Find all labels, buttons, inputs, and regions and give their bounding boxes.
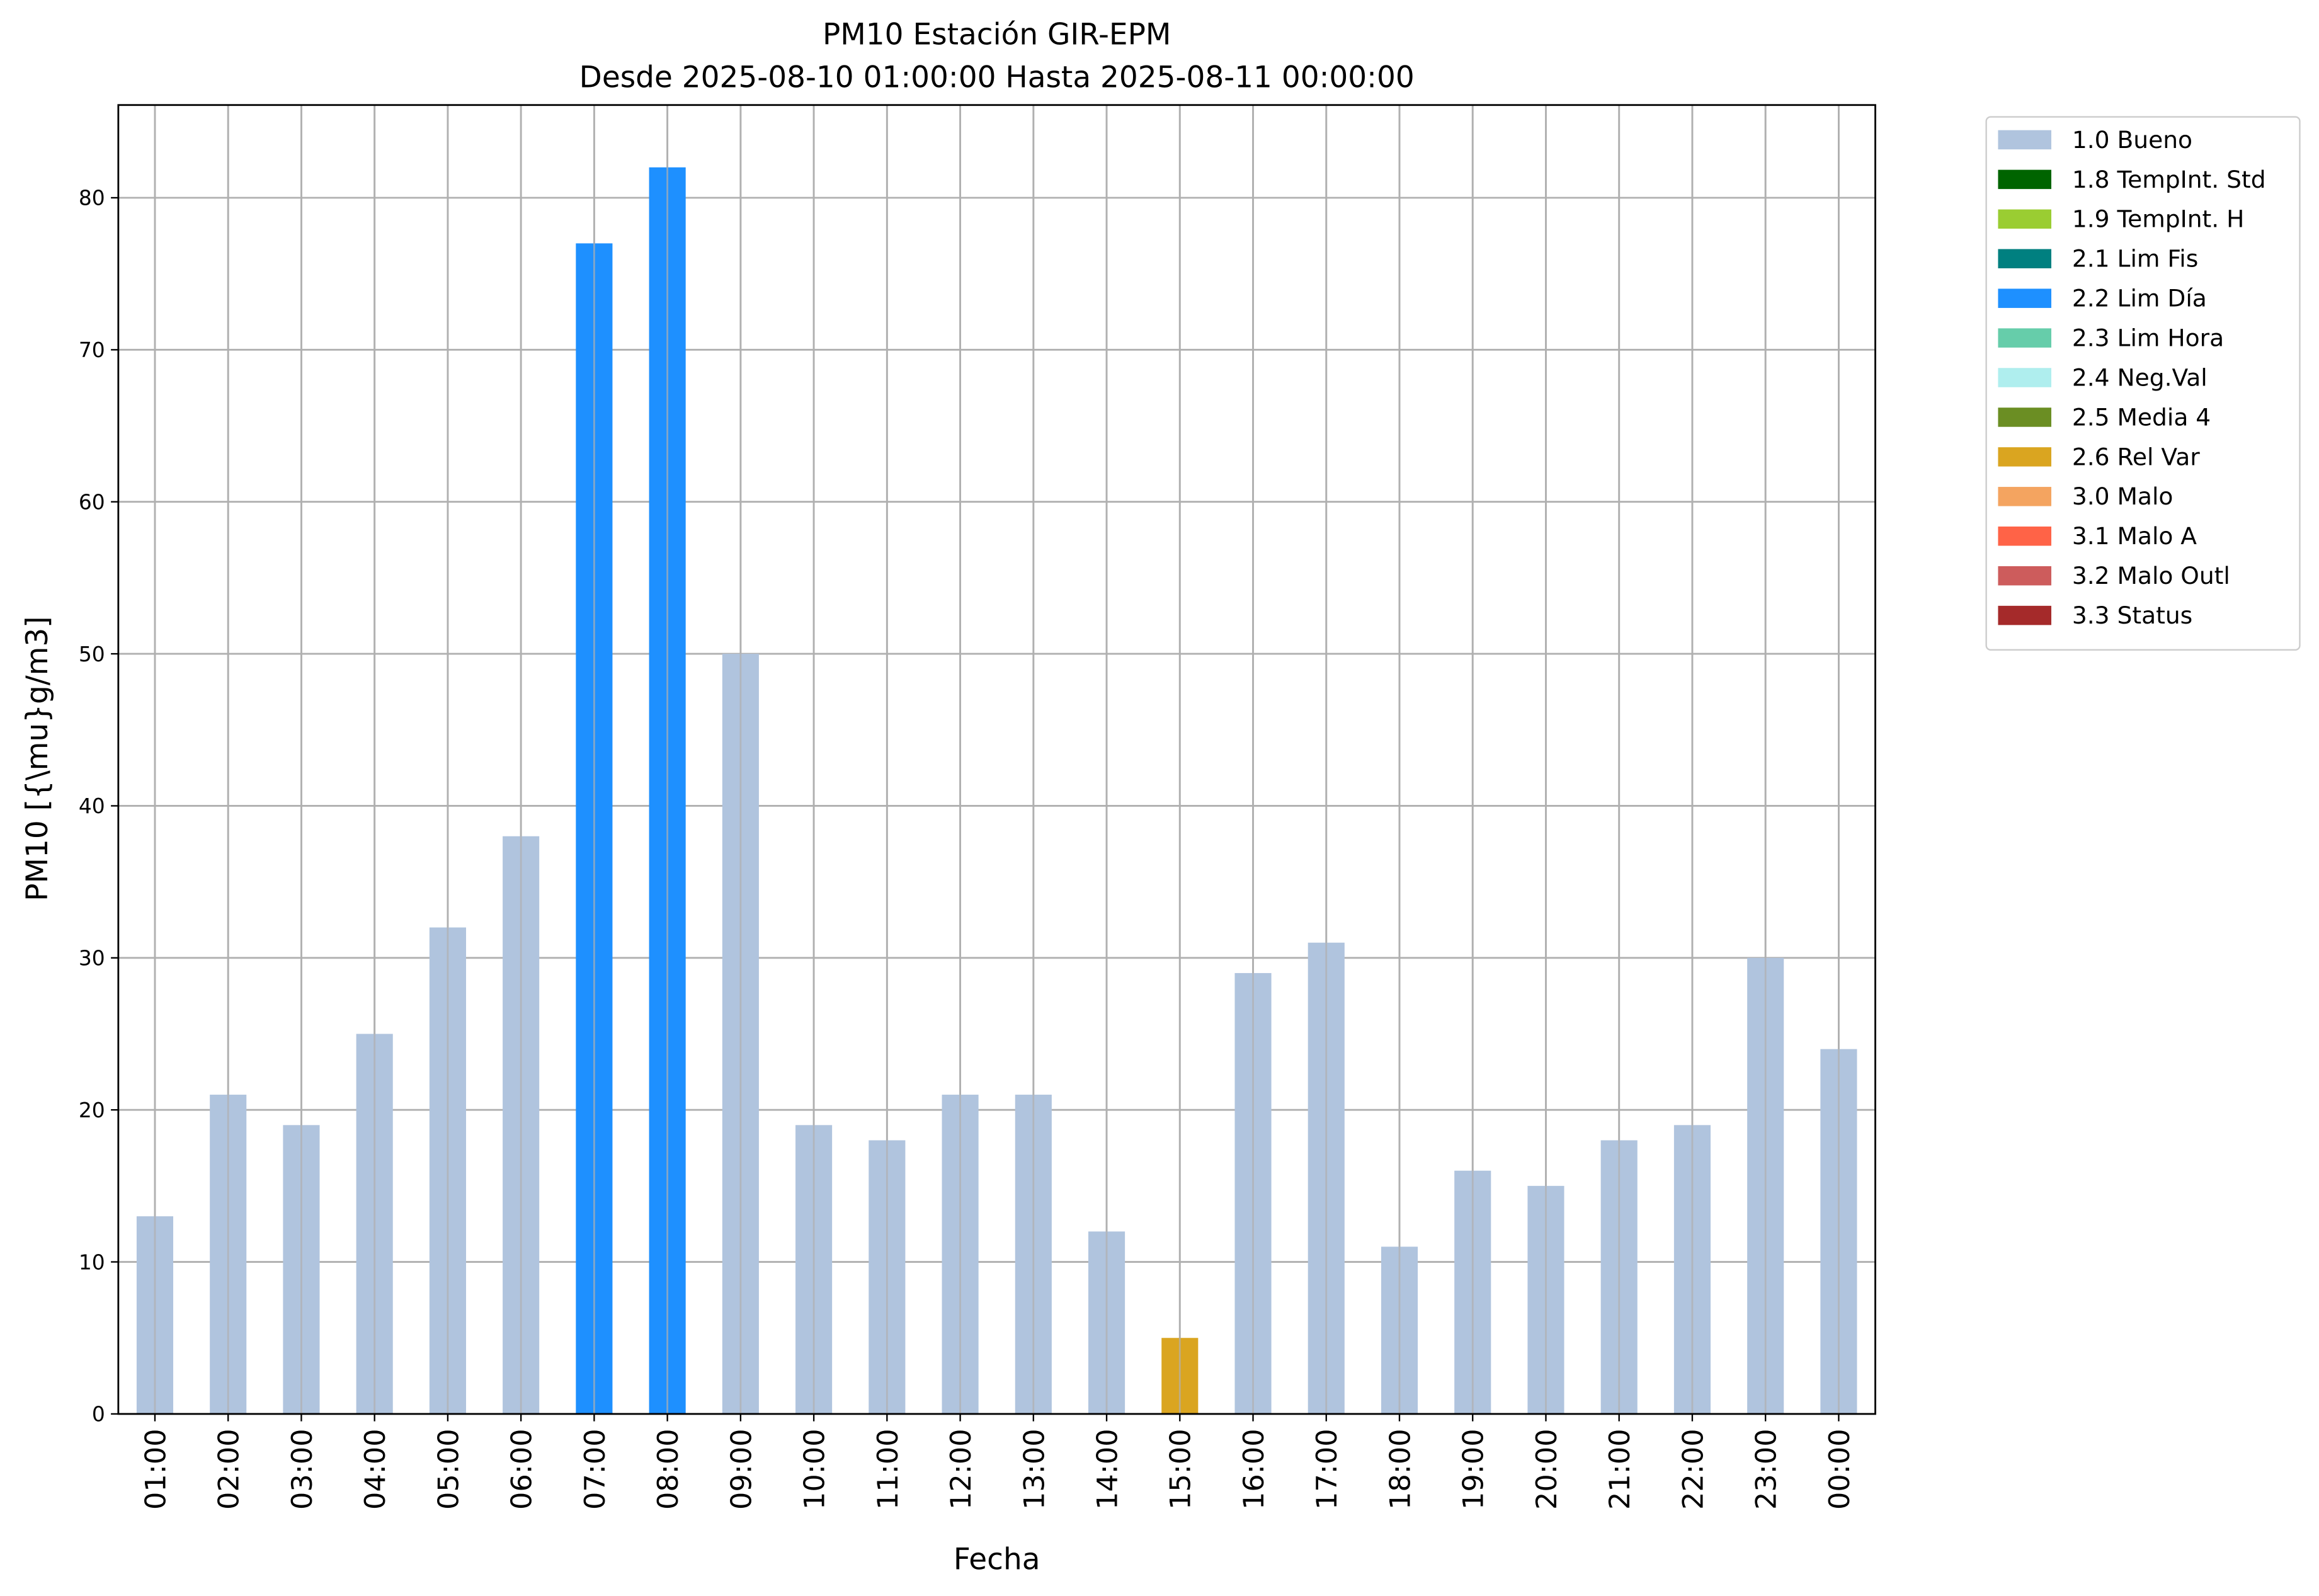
legend-label: 2.5 Media 4	[2072, 403, 2211, 431]
x-tick-label: 07:00	[579, 1428, 612, 1510]
x-tick-label: 23:00	[1750, 1428, 1783, 1510]
legend-label: 1.9 TempInt. H	[2072, 205, 2245, 233]
x-tick-label: 09:00	[725, 1428, 758, 1510]
x-tick-label: 06:00	[506, 1428, 538, 1510]
x-tick-label: 12:00	[945, 1428, 977, 1510]
legend-label: 1.0 Bueno	[2072, 126, 2192, 154]
legend-swatch	[1998, 526, 2051, 546]
x-tick-label: 18:00	[1384, 1428, 1416, 1510]
x-tick-label: 05:00	[432, 1428, 465, 1510]
y-tick-label: 60	[79, 489, 105, 514]
x-tick-label: 15:00	[1165, 1428, 1197, 1510]
x-tick-label: 08:00	[652, 1428, 685, 1510]
legend-swatch	[1998, 209, 2051, 229]
y-tick-label: 10	[79, 1250, 105, 1274]
legend-label: 3.1 Malo A	[2072, 522, 2197, 550]
legend-label: 3.2 Malo Outl	[2072, 562, 2230, 590]
legend-label: 2.1 Lim Fis	[2072, 245, 2198, 273]
legend-swatch	[1998, 447, 2051, 467]
legend-swatch	[1998, 408, 2051, 427]
legend-label: 2.3 Lim Hora	[2072, 324, 2224, 352]
legend-label: 1.8 TempInt. Std	[2072, 166, 2266, 193]
x-tick-label: 10:00	[799, 1428, 831, 1510]
x-tick-label: 19:00	[1457, 1428, 1490, 1510]
legend-swatch	[1998, 328, 2051, 348]
x-tick-label: 20:00	[1530, 1428, 1563, 1510]
chart-title: PM10 Estación GIR-EPM	[823, 17, 1171, 52]
y-tick-label: 30	[79, 946, 105, 971]
legend-label: 2.4 Neg.Val	[2072, 363, 2208, 391]
legend-swatch	[1998, 130, 2051, 150]
x-tick-label: 04:00	[359, 1428, 392, 1510]
plot-frame	[117, 104, 1876, 1415]
chart-subtitle: Desde 2025-08-10 01:00:00 Hasta 2025-08-…	[579, 60, 1415, 95]
legend-label: 2.2 Lim Día	[2072, 285, 2207, 312]
x-tick-label: 11:00	[872, 1428, 904, 1510]
y-tick-label: 70	[79, 338, 105, 362]
x-tick-label: 14:00	[1091, 1428, 1124, 1510]
legend-label: 3.3 Status	[2072, 601, 2192, 629]
x-axis-label: Fecha	[954, 1542, 1040, 1576]
x-tick-label: 01:00	[139, 1428, 172, 1510]
y-tick-label: 20	[79, 1098, 105, 1122]
x-tick-label: 16:00	[1238, 1428, 1270, 1510]
legend-swatch	[1998, 368, 2051, 387]
legend-swatch	[1998, 288, 2051, 308]
legend-swatch	[1998, 249, 2051, 268]
legend-swatch	[1998, 169, 2051, 190]
y-tick-label: 40	[79, 794, 105, 818]
legend-label: 2.6 Rel Var	[2072, 443, 2200, 470]
y-tick-label: 0	[92, 1402, 105, 1427]
legend-swatch	[1998, 605, 2051, 625]
x-tick-label: 02:00	[213, 1428, 246, 1510]
x-tick-label: 13:00	[1018, 1428, 1051, 1510]
x-tick-label: 21:00	[1604, 1428, 1636, 1510]
x-tick-label: 00:00	[1823, 1428, 1856, 1510]
x-tick-label: 17:00	[1311, 1428, 1343, 1510]
legend-swatch	[1998, 487, 2051, 506]
x-tick-label: 22:00	[1677, 1428, 1709, 1510]
x-tick-label: 03:00	[286, 1428, 319, 1510]
y-tick-label: 50	[79, 642, 105, 666]
y-tick-label: 80	[79, 186, 105, 210]
legend-box	[1985, 116, 2301, 651]
legend-swatch	[1998, 566, 2051, 586]
legend-label: 3.0 Malo	[2072, 482, 2174, 510]
y-axis-label: PM10 [{\mu}g/m3]	[20, 616, 55, 901]
